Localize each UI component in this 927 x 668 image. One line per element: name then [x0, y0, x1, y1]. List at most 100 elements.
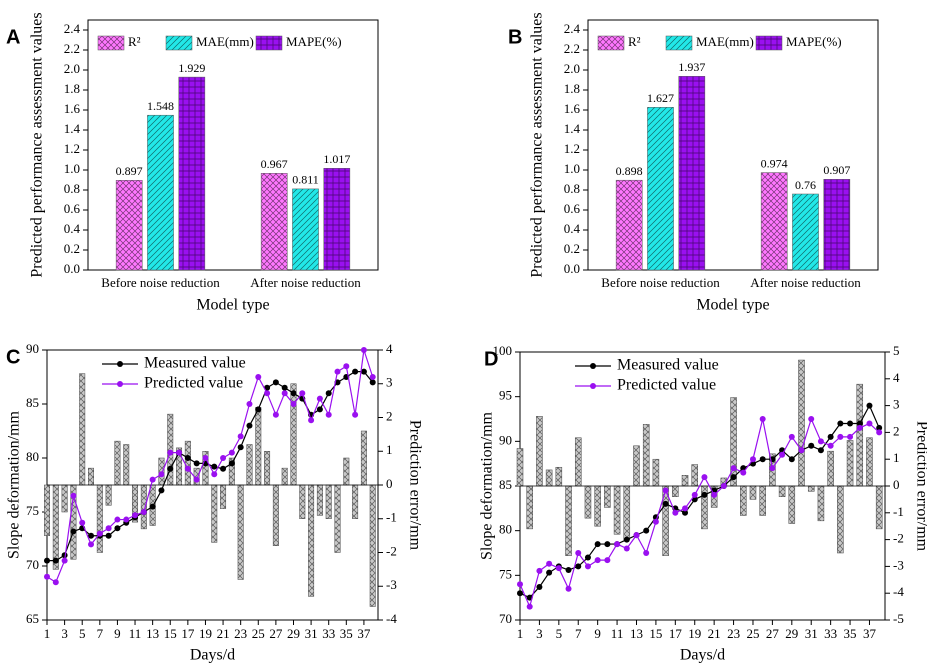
bar	[178, 76, 206, 271]
series-marker	[643, 527, 650, 534]
series-marker	[701, 491, 708, 498]
series-marker	[44, 557, 50, 564]
error-bar	[123, 444, 130, 486]
series-marker	[856, 424, 863, 431]
y2-tick-label: -1	[893, 504, 904, 519]
bar	[323, 168, 351, 271]
error-bar	[88, 467, 94, 486]
series-marker	[44, 573, 50, 580]
series-marker	[517, 581, 523, 588]
series-marker	[701, 474, 708, 481]
legend-marker	[590, 363, 596, 369]
series-marker	[114, 525, 121, 532]
series-marker	[88, 541, 95, 548]
x-tick-label: 29	[785, 626, 798, 641]
bar	[147, 114, 174, 271]
x-tick-label: After noise reduction	[250, 275, 361, 290]
legend-marker	[117, 381, 123, 387]
bar	[760, 172, 788, 271]
series-marker	[325, 390, 332, 397]
y2-tick-label: 3	[386, 375, 393, 390]
panel-label: A	[6, 26, 20, 48]
panel-label: B	[508, 26, 522, 48]
y-tick-label: 70	[499, 611, 512, 626]
series-marker	[672, 509, 679, 516]
series-marker	[105, 532, 112, 539]
x-tick-label: 23	[727, 626, 740, 641]
series-marker	[105, 525, 112, 532]
x-tick-label: 25	[746, 626, 759, 641]
legend-label: MAPE(%)	[786, 34, 842, 49]
value-label: 1.627	[647, 91, 674, 105]
y-tick-label: 85	[499, 477, 512, 492]
series-marker	[246, 422, 253, 429]
x-tick-label: 13	[630, 626, 643, 641]
y-tick-label: 1.8	[564, 81, 580, 96]
series-marker	[623, 545, 630, 552]
error-bar	[299, 484, 306, 519]
error-bar	[61, 484, 68, 513]
error-bar	[740, 485, 747, 516]
value-label: 0.897	[116, 164, 143, 178]
y-axis-label: Slope deformation/mm	[479, 411, 496, 560]
series-marker	[264, 390, 271, 397]
series-marker	[114, 516, 121, 523]
error-bar	[817, 485, 825, 522]
y2-tick-label: -4	[893, 584, 904, 599]
x-tick-label: 13	[146, 626, 159, 641]
series-marker	[193, 476, 200, 483]
y-tick-label: 95	[499, 388, 512, 403]
bar	[792, 193, 819, 271]
y-tick-label: 1.0	[64, 161, 80, 176]
series-marker	[808, 416, 815, 422]
x-tick-label: Before noise reduction	[101, 275, 220, 290]
legend-label: R²	[128, 34, 141, 49]
error-bar	[52, 484, 59, 570]
bar	[260, 173, 288, 271]
error-bar	[281, 467, 288, 486]
error-bar	[565, 485, 572, 556]
series-marker	[594, 541, 601, 548]
x-tick-label: 19	[688, 626, 701, 641]
y2-tick-label: -5	[893, 611, 904, 626]
series-marker	[788, 433, 795, 440]
series-marker	[866, 420, 873, 427]
y-tick-label: 85	[26, 395, 39, 410]
legend-label: MAE(mm)	[696, 34, 754, 49]
error-bar	[352, 484, 359, 519]
series-marker	[817, 447, 824, 454]
y2-tick-label: -1	[386, 510, 397, 525]
x-tick-label: 31	[805, 626, 818, 641]
series-marker	[575, 563, 582, 570]
series-marker	[604, 557, 611, 564]
x-tick-label: 27	[766, 626, 780, 641]
series-marker	[184, 465, 191, 472]
series-marker	[652, 518, 659, 525]
y-tick-label: 1.2	[64, 141, 80, 156]
y-tick-label: 80	[26, 449, 39, 464]
series-marker	[52, 557, 59, 564]
error-bar	[652, 458, 660, 487]
series-marker	[614, 541, 621, 548]
y2-tick-label: -3	[893, 557, 904, 572]
series-marker	[167, 449, 174, 456]
series-marker	[79, 519, 86, 526]
plot-frame	[87, 19, 379, 271]
y2-tick-label: 4	[386, 341, 393, 356]
series-marker	[662, 487, 669, 494]
series-marker	[149, 503, 156, 510]
error-bar	[759, 485, 766, 516]
series-marker	[325, 411, 332, 418]
legend-swatch	[665, 35, 693, 51]
y2-tick-label: -3	[386, 577, 397, 592]
x-tick-label: 35	[340, 626, 353, 641]
x-tick-label: 5	[556, 626, 563, 641]
y-tick-label: 2.0	[64, 61, 80, 76]
error-bar	[237, 484, 244, 580]
error-bar	[788, 485, 796, 524]
series-marker	[565, 585, 572, 592]
series-marker	[220, 455, 227, 461]
y2-tick-label: 3	[893, 397, 900, 412]
error-bar	[536, 416, 543, 487]
series-marker	[316, 395, 323, 402]
